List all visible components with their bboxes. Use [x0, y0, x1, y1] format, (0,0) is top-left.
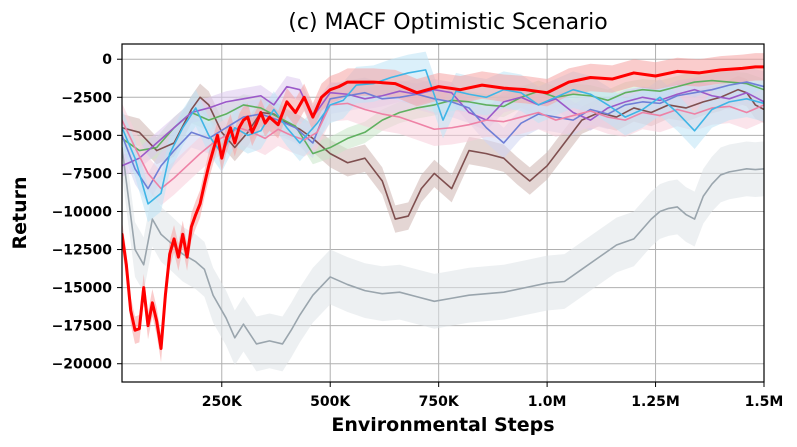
chart-title: (c) MACF Optimistic Scenario — [288, 10, 607, 35]
y-tick-label: −17500 — [52, 319, 113, 335]
band-gray — [122, 120, 764, 372]
y-tick-label: −7500 — [61, 166, 112, 182]
series-line-brown — [122, 88, 764, 220]
y-tick-label: −2500 — [61, 90, 112, 106]
x-tick-label: 500K — [310, 394, 351, 410]
band-cyan — [122, 51, 764, 223]
x-tick-label: 1.25M — [631, 394, 679, 410]
y-tick-label: −15000 — [52, 281, 113, 297]
plot-frame — [121, 43, 765, 383]
y-tick-label: −20000 — [52, 357, 113, 373]
x-axis-label: Environmental Steps — [331, 414, 554, 436]
y-axis-ticks: 0 −2500 −5000 −7500 −10000 −12500 −15000 −17500… — [52, 52, 122, 373]
series-line-gray — [122, 146, 764, 345]
x-tick-label: 250K — [202, 394, 243, 410]
series-lines — [122, 65, 764, 351]
y-tick-label: 0 — [102, 52, 112, 68]
series-line-purple — [122, 85, 764, 167]
series-line-cyan — [122, 69, 764, 205]
x-tick-label: 750K — [419, 394, 460, 410]
series-line-blue — [122, 81, 764, 190]
y-tick-label: −12500 — [52, 243, 113, 259]
x-axis-ticks: 250K 500K 750K 1.0M 1.25M 1.5M — [202, 382, 784, 410]
series-line-red — [122, 65, 764, 351]
y-tick-label: −5000 — [61, 128, 112, 144]
series-line-green — [122, 79, 764, 155]
x-tick-label: 1.0M — [528, 394, 567, 410]
y-tick-label: −10000 — [52, 204, 113, 220]
y-axis-label: Return — [9, 176, 31, 249]
series-line-pink — [122, 102, 764, 190]
x-tick-label: 1.5M — [745, 394, 784, 410]
band-red — [122, 53, 764, 363]
